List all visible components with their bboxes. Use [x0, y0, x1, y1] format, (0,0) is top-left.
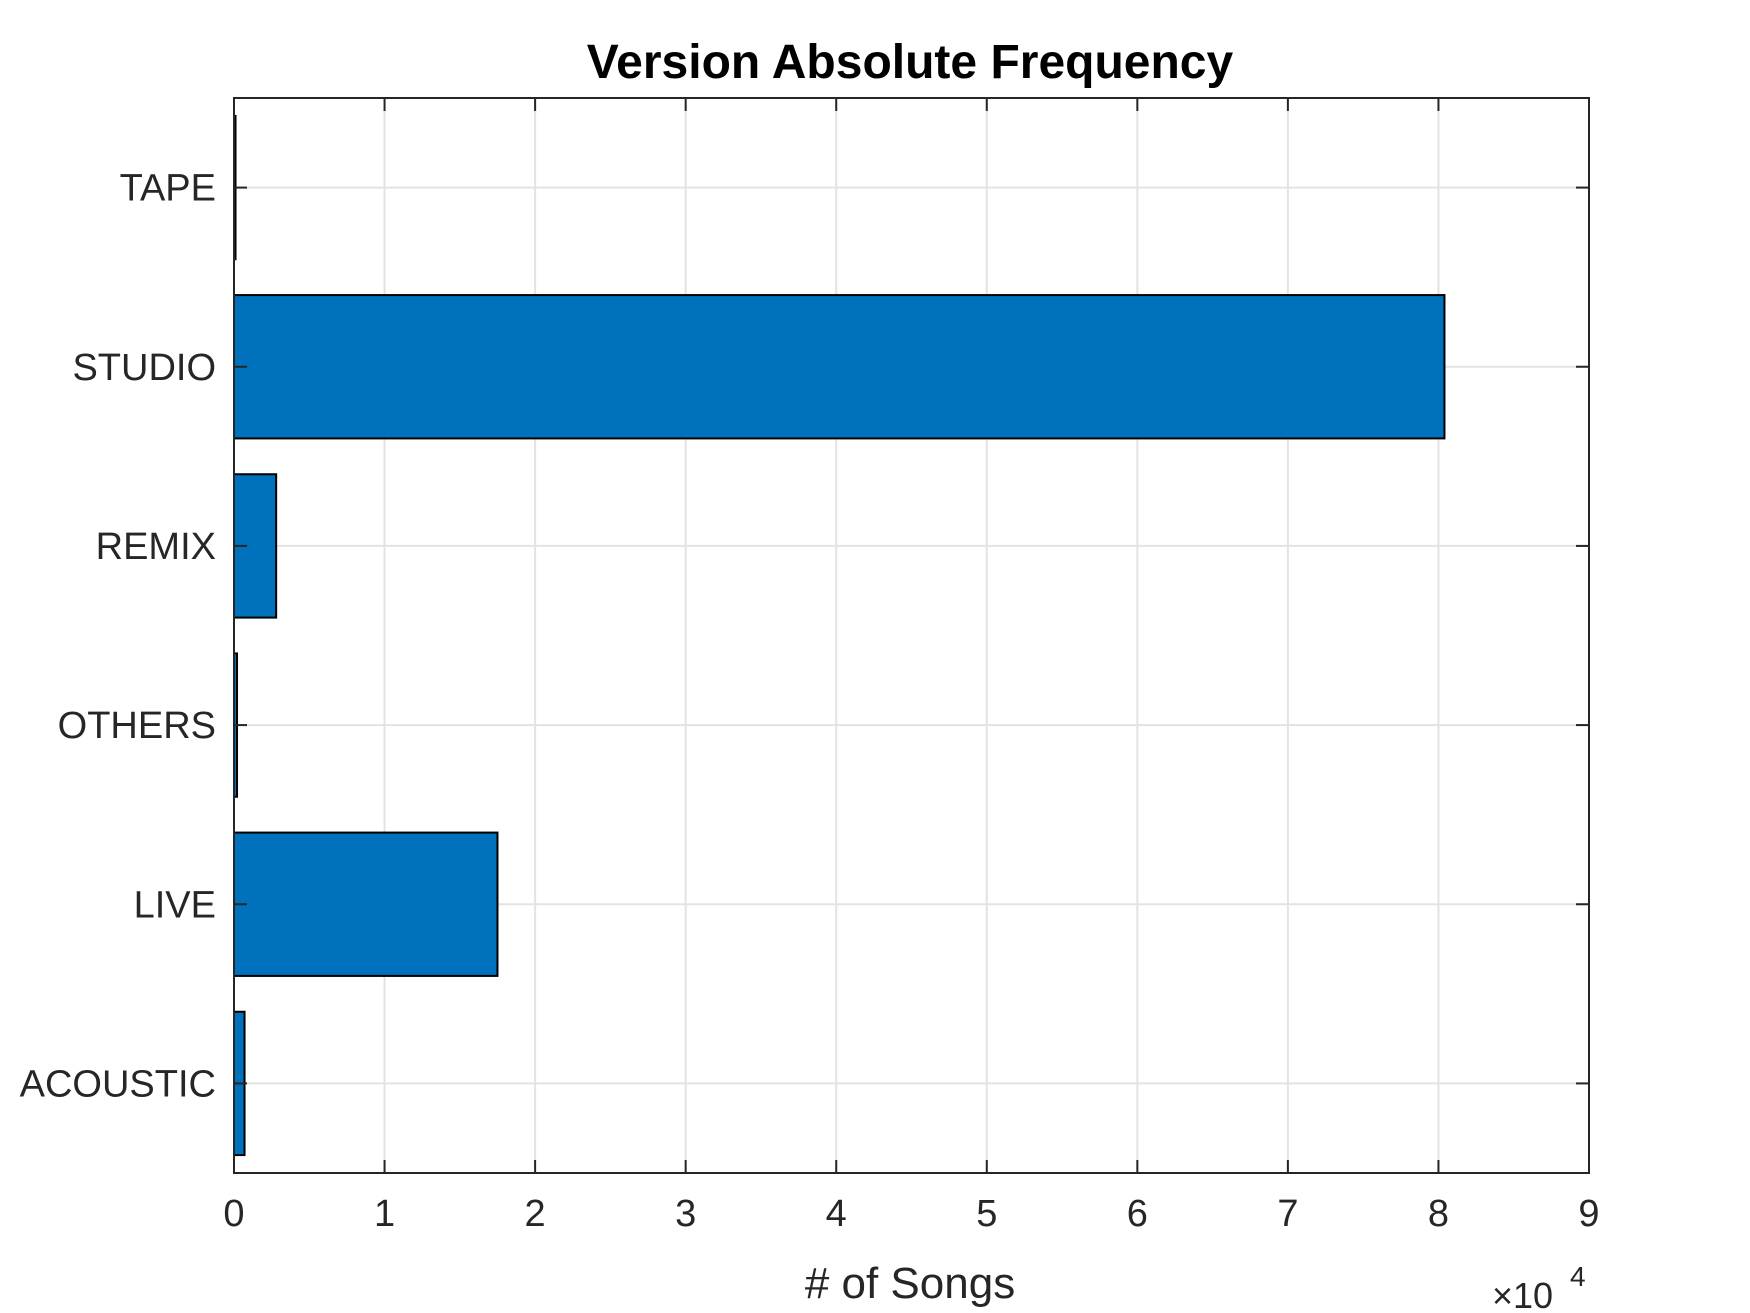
x-tick-label: 4 [826, 1193, 847, 1235]
x-axis-exponent-label: ×10 4 [1492, 1261, 1586, 1313]
y-tick-label: LIVE [134, 884, 216, 926]
x-tick-label: 9 [1578, 1193, 1599, 1235]
bar-layer [233, 114, 1446, 1157]
x-tick-label: 5 [976, 1193, 997, 1235]
x-tick-label: 3 [675, 1193, 696, 1235]
x-axis-exponent-base: ×10 [1492, 1275, 1553, 1313]
grid-layer [233, 98, 1590, 1173]
x-tick-label: 2 [525, 1193, 546, 1235]
x-tick-label: 0 [223, 1193, 244, 1235]
x-axis-label: # of Songs [805, 1259, 1015, 1308]
chart-title: Version Absolute Frequency [587, 36, 1234, 89]
y-tick-label: TAPE [120, 168, 216, 210]
x-tick-label: 8 [1428, 1193, 1449, 1235]
bar-remix [233, 473, 278, 619]
axes-box [233, 97, 1590, 1174]
y-tick-label: REMIX [96, 526, 216, 568]
y-tick-label: OTHERS [58, 705, 216, 747]
x-tick-label: 1 [374, 1193, 395, 1235]
bar-studio [233, 294, 1446, 440]
x-axis-exponent-power: 4 [1570, 1261, 1586, 1292]
y-tick-label: STUDIO [72, 347, 216, 389]
x-tick-label: 6 [1127, 1193, 1148, 1235]
y-tick-label: ACOUSTIC [20, 1063, 216, 1105]
bar-live [233, 831, 499, 977]
tick-layer [233, 98, 1590, 1173]
x-tick-label: 7 [1277, 1193, 1298, 1235]
label-layer: 0 1 2 3 4 5 6 7 8 9 ACOUSTIC LIVE OTHERS REMIX STUDIO T… [20, 168, 1600, 1235]
